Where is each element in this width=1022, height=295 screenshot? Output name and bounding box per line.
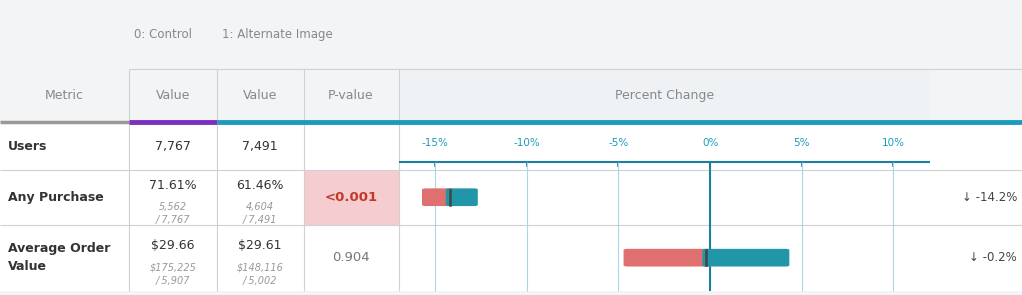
Text: -15%: -15%	[422, 138, 449, 148]
Bar	[304, 170, 399, 225]
Text: -5%: -5%	[608, 138, 629, 148]
Text: ↓ -0.2%: ↓ -0.2%	[969, 251, 1017, 264]
Text: 7,491: 7,491	[242, 140, 278, 153]
FancyBboxPatch shape	[623, 249, 710, 267]
Text: -10%: -10%	[513, 138, 541, 148]
Text: Average Order
Value: Average Order Value	[8, 242, 110, 273]
Text: <0.001: <0.001	[325, 191, 377, 204]
Bar	[0, 69, 1022, 122]
Text: $175,225
/ 5,907: $175,225 / 5,907	[149, 262, 196, 286]
Bar	[399, 69, 930, 122]
Text: 0.904: 0.904	[332, 251, 370, 264]
Text: 10%: 10%	[882, 138, 904, 148]
Text: 5,562
/ 7,767: 5,562 / 7,767	[155, 202, 190, 225]
FancyBboxPatch shape	[422, 189, 454, 206]
Text: P-value: P-value	[328, 89, 374, 102]
Text: 0%: 0%	[702, 138, 718, 148]
Text: $29.61: $29.61	[238, 239, 282, 253]
Bar	[0, 0, 1022, 69]
Text: Percent Change: Percent Change	[615, 89, 713, 102]
Bar	[0, 122, 1022, 170]
Bar	[0, 225, 1022, 291]
Text: Any Purchase: Any Purchase	[8, 191, 104, 204]
Text: Users: Users	[8, 140, 48, 153]
Text: ↓ -14.2%: ↓ -14.2%	[962, 191, 1017, 204]
Text: Metric: Metric	[45, 89, 84, 102]
Text: 0: Control: 0: Control	[134, 28, 192, 41]
FancyBboxPatch shape	[446, 189, 478, 206]
Text: 7,767: 7,767	[154, 140, 191, 153]
Text: Value: Value	[243, 89, 277, 102]
Text: $148,116
/ 5,002: $148,116 / 5,002	[237, 262, 283, 286]
Text: 71.61%: 71.61%	[149, 179, 196, 192]
Text: Value: Value	[155, 89, 190, 102]
Text: 61.46%: 61.46%	[236, 179, 284, 192]
Text: 5%: 5%	[793, 138, 810, 148]
Text: 4,604
/ 7,491: 4,604 / 7,491	[243, 202, 277, 225]
Text: $29.66: $29.66	[151, 239, 194, 253]
Text: 1: Alternate Image: 1: Alternate Image	[222, 28, 332, 41]
Bar	[0, 170, 1022, 225]
FancyBboxPatch shape	[702, 249, 789, 267]
